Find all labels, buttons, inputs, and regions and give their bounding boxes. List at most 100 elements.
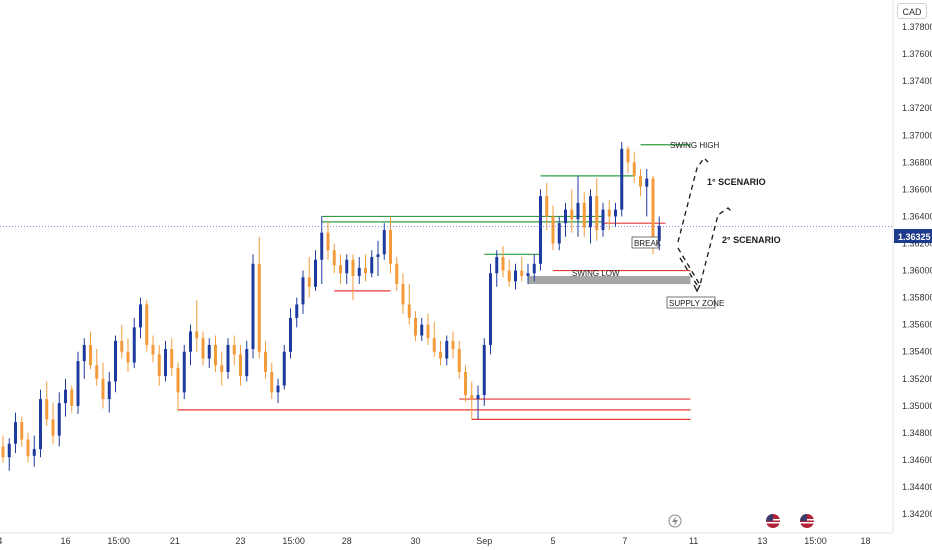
candle-body (607, 209, 611, 217)
candle-body (182, 351, 186, 393)
candle-body (357, 267, 361, 276)
swing-low-label: SWING LOW (572, 269, 620, 278)
candle-body (489, 273, 492, 345)
price-tick-label: 1.37200 (902, 103, 932, 113)
candle-body (464, 372, 467, 396)
candle-body (589, 196, 592, 228)
current-price-value: 1.36325 (898, 232, 931, 242)
scenario-2-path (677, 207, 733, 287)
lightning-icon[interactable] (668, 514, 682, 528)
candle-body (439, 351, 442, 359)
candle-body (401, 284, 405, 305)
candle-body (289, 317, 292, 352)
candle-body (645, 178, 649, 187)
candle-body (226, 344, 230, 373)
price-tick-label: 1.34400 (902, 482, 932, 492)
time-tick-label: 28 (342, 536, 352, 546)
candle-body (276, 385, 280, 393)
price-tick-label: 1.35200 (902, 374, 932, 384)
candle-body (239, 354, 242, 377)
scenario-1-path (677, 156, 709, 243)
time-tick-label: Sep (476, 536, 492, 546)
candle-body (76, 361, 80, 406)
candle-body (32, 449, 36, 456)
candle-body (245, 349, 249, 377)
candle-body (564, 209, 567, 224)
candle-body (420, 324, 424, 336)
price-tick-label: 1.35800 (902, 293, 932, 303)
candle-body (89, 344, 92, 366)
price-tick-label: 1.37000 (902, 130, 932, 140)
candle-body (295, 304, 299, 318)
candle-body (495, 257, 499, 274)
candle-body (557, 223, 561, 244)
candle-body (426, 324, 430, 339)
candle-body (157, 354, 161, 377)
candle-body (39, 399, 42, 450)
candle-body (482, 344, 486, 396)
price-tick-label: 1.34200 (902, 509, 932, 519)
supply-zone-label-box (666, 296, 716, 309)
candle-body (370, 257, 374, 274)
candle-body (651, 178, 655, 241)
candle-body (214, 344, 217, 366)
time-tick-label: 13 (757, 536, 767, 546)
candle-body (364, 267, 367, 274)
candle-body (382, 229, 386, 255)
candle-body (332, 250, 336, 266)
current-price-badge (894, 229, 932, 243)
time-tick-label: 18 (860, 536, 870, 546)
candle-body (264, 351, 267, 373)
candle-body (257, 263, 261, 352)
candle-body (320, 232, 324, 260)
candle-body (614, 209, 617, 217)
swing-high-label: SWING HIGH (670, 141, 720, 150)
candle-body (601, 209, 605, 230)
candle-body (232, 344, 236, 355)
scenario-2-label: 2° SCENARIO (722, 235, 781, 245)
candle-body (70, 389, 74, 406)
break-label: BREAK (634, 239, 662, 248)
candle-body (632, 162, 636, 176)
candle-body (326, 232, 330, 251)
candle-body (164, 349, 167, 377)
candle-body (251, 263, 255, 350)
levels-layer (178, 144, 691, 420)
candle-body (220, 365, 224, 373)
candle-body (376, 254, 380, 258)
supply-zone-label: SUPPLY ZONE (669, 299, 724, 308)
candle-body (101, 378, 105, 400)
candle-body (620, 148, 624, 210)
candle-body (301, 277, 305, 305)
candle-body (57, 403, 61, 436)
candles-layer (1, 142, 661, 471)
candle-body (1, 446, 5, 458)
time-axis[interactable]: 4 16 15:00 21 23 15:00 28 30 Sep 5 7 11 13 15:00 18 (0, 536, 871, 546)
price-axis[interactable]: 1.34200 1.34400 1.34600 1.34800 1.35000 1.352… (902, 22, 932, 519)
price-tick-label: 1.35400 (902, 347, 932, 357)
time-tick-label: 5 (550, 536, 555, 546)
candle-body (514, 270, 517, 282)
candle-body (576, 202, 580, 220)
candle-body (195, 331, 199, 339)
time-tick-label: 23 (235, 536, 245, 546)
time-tick-label: 4 (0, 536, 2, 546)
candle-body (407, 304, 411, 318)
currency-button[interactable]: CAD (897, 3, 927, 19)
candle-body (470, 395, 474, 400)
supply-zone (528, 275, 691, 285)
candle-body (139, 304, 142, 328)
candle-body (345, 259, 349, 274)
us-flag-icon[interactable] (766, 514, 780, 528)
candle-body (582, 202, 586, 228)
price-tick-label: 1.35000 (902, 401, 932, 411)
candle-body (395, 263, 399, 285)
price-tick-label: 1.37600 (902, 49, 932, 59)
candle-body (51, 419, 55, 436)
candle-body (95, 365, 99, 379)
candle-body (501, 257, 505, 271)
us-flag-icon[interactable] (800, 514, 814, 528)
candle-body (339, 265, 342, 274)
